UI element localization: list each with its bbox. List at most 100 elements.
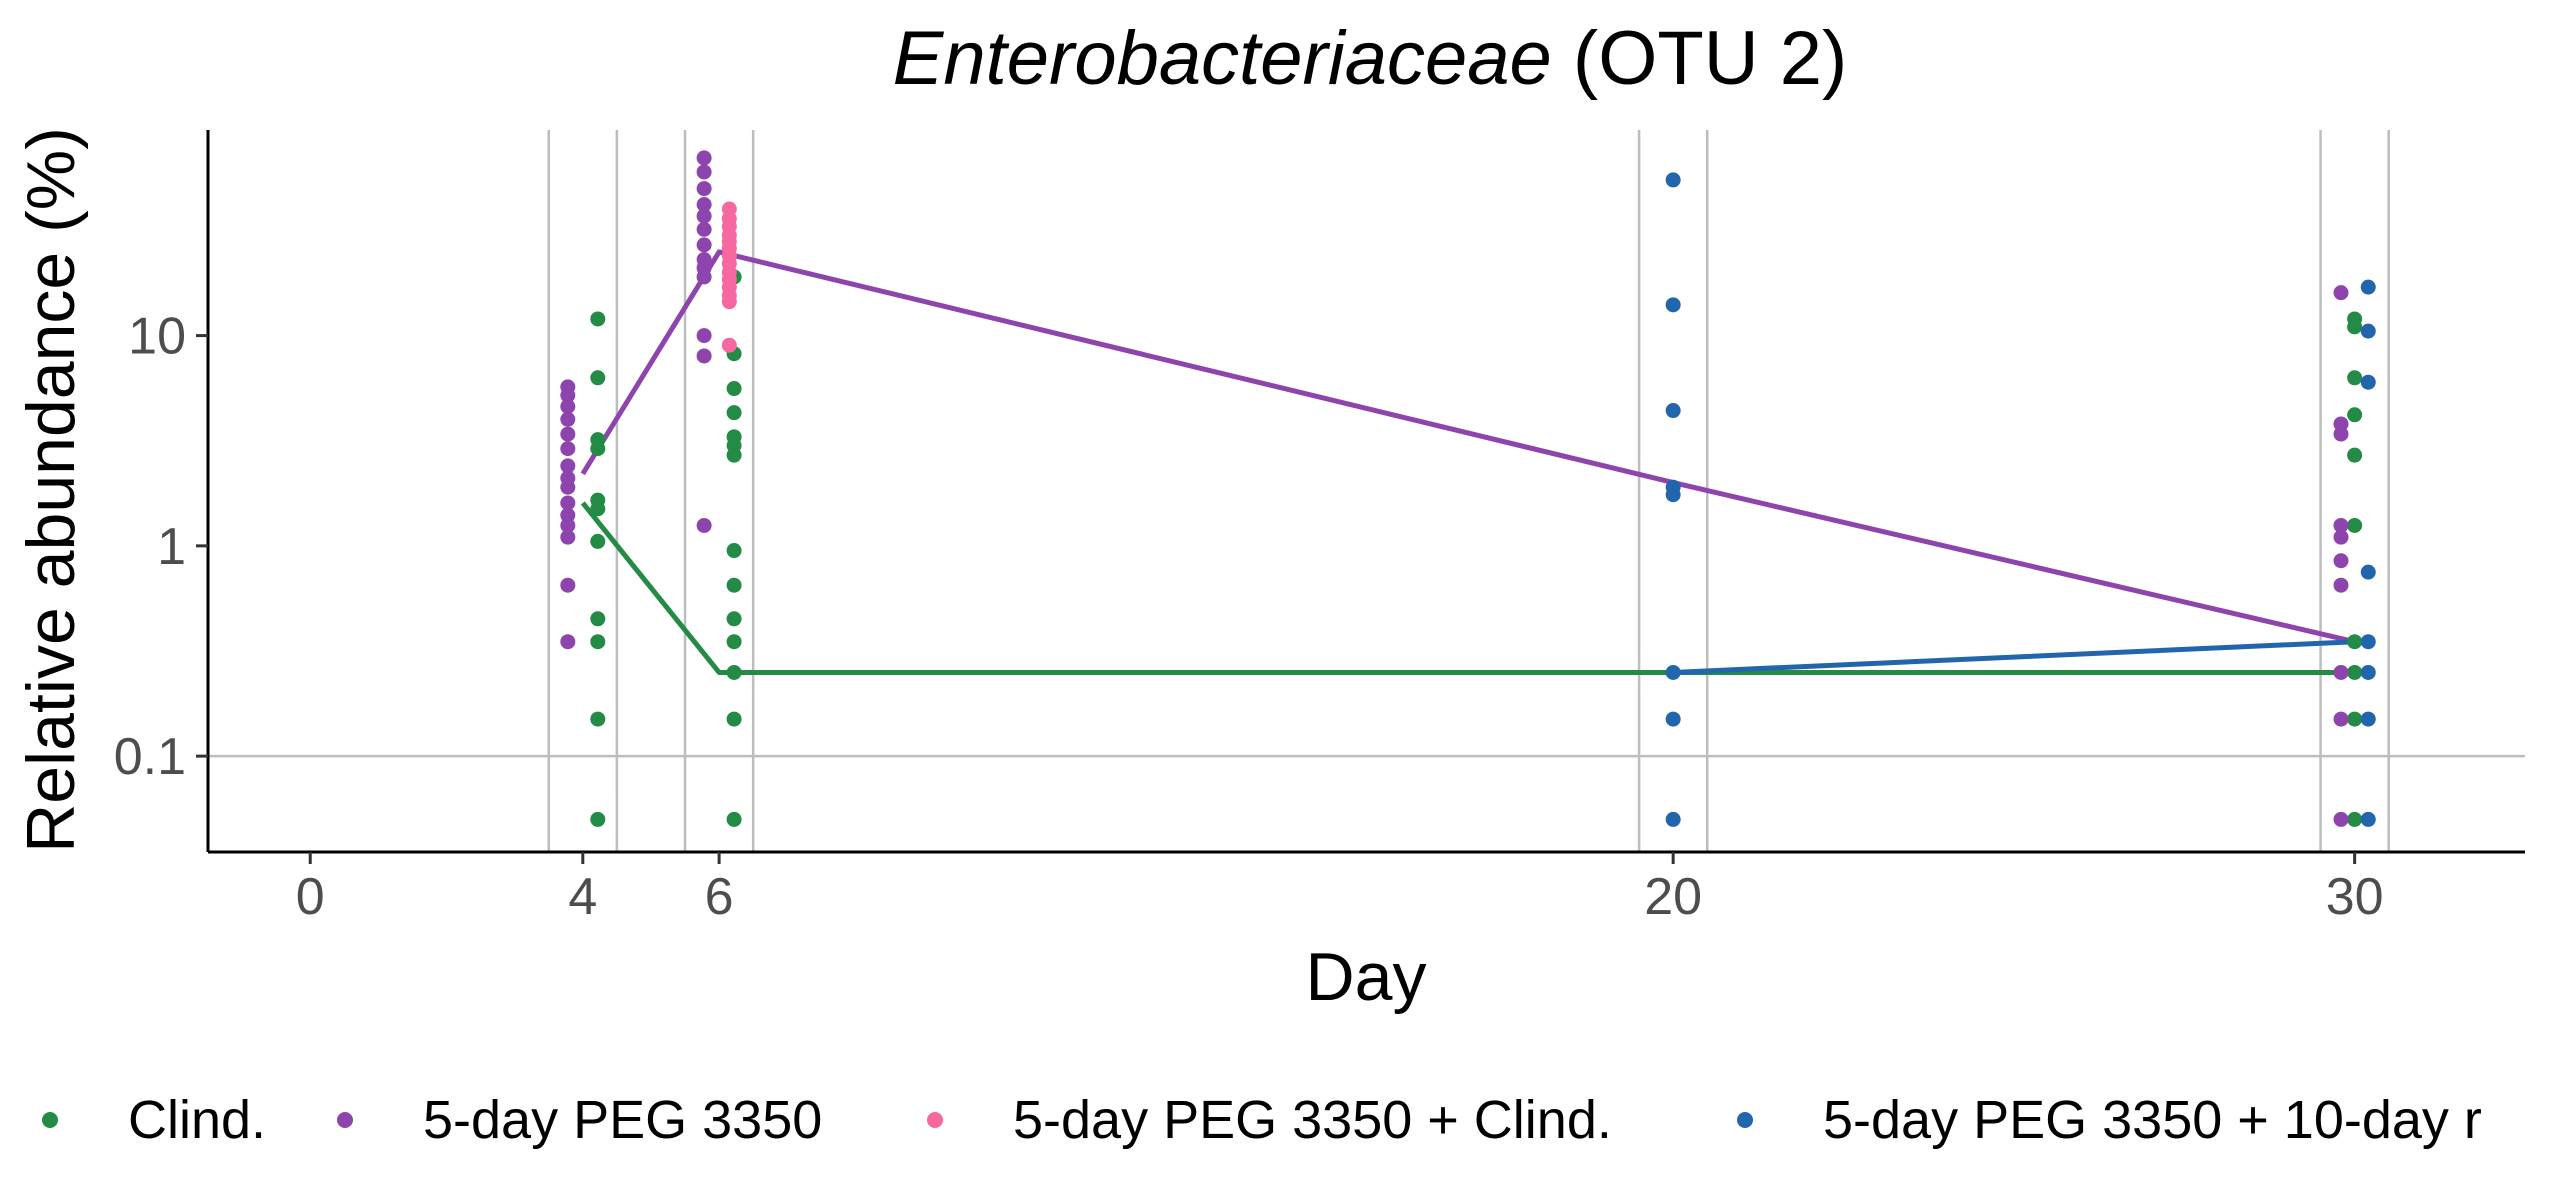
data-point-2 — [2333, 553, 2349, 569]
x-axis-ticks: 0 4 6 20 30 — [296, 852, 2384, 926]
data-point-1 — [2347, 370, 2363, 386]
data-point-1 — [2347, 447, 2363, 463]
data-point-2 — [560, 507, 576, 523]
data-point-1 — [2347, 634, 2363, 650]
data-point-2 — [560, 529, 576, 545]
legend-label-2: 5-day PEG 3350 — [423, 1090, 822, 1150]
data-points — [560, 150, 2376, 827]
y-tick-label: 0.1 — [114, 728, 186, 786]
data-point-1 — [590, 811, 606, 827]
data-point-2 — [696, 517, 712, 533]
x-tick-label: 20 — [1644, 868, 1702, 926]
data-point-1 — [726, 664, 742, 680]
data-point-2 — [560, 411, 576, 427]
data-point-2 — [2333, 529, 2349, 545]
data-point-4 — [1665, 711, 1681, 727]
x-tick-label: 6 — [705, 868, 734, 926]
trend-line-1 — [580, 501, 2355, 675]
chart-title-italic: Enterobacteriaceae — [893, 16, 1552, 101]
data-point-2 — [560, 458, 576, 474]
data-point-2 — [560, 577, 576, 593]
data-point-4 — [2360, 711, 2376, 727]
data-point-4 — [2360, 564, 2376, 580]
gridlines — [208, 130, 2525, 852]
data-point-4 — [1665, 664, 1681, 680]
data-point-1 — [590, 370, 606, 386]
data-point-2 — [696, 348, 712, 364]
data-point-2 — [560, 398, 576, 414]
data-point-4 — [2360, 664, 2376, 680]
data-point-1 — [590, 441, 606, 457]
x-axis-label: Day — [1306, 939, 1427, 1015]
data-point-2 — [560, 426, 576, 442]
data-point-2 — [560, 495, 576, 511]
data-point-2 — [2333, 664, 2349, 680]
data-point-2 — [560, 634, 576, 650]
data-point-2 — [2333, 811, 2349, 827]
y-axis-label: Relative abundance (%) — [13, 127, 89, 853]
data-point-4 — [2360, 374, 2376, 390]
data-point-1 — [590, 533, 606, 549]
data-point-1 — [2347, 407, 2363, 423]
trend-line-2 — [580, 249, 2356, 645]
x-tick-label: 0 — [296, 868, 325, 926]
data-point-4 — [2360, 811, 2376, 827]
data-point-2 — [2333, 426, 2349, 442]
x-tick-label: 30 — [2326, 868, 2384, 926]
data-point-2 — [696, 181, 712, 197]
data-point-1 — [590, 634, 606, 650]
chart-title-rest: (OTU 2) — [1552, 16, 1848, 101]
legend-marker-1 — [42, 1112, 58, 1128]
x-tick-label: 4 — [568, 868, 597, 926]
data-point-2 — [2333, 577, 2349, 593]
data-point-1 — [726, 711, 742, 727]
data-point-2 — [696, 208, 712, 224]
legend-marker-4 — [1737, 1112, 1753, 1128]
y-axis-ticks: 0.1 1 10 — [114, 308, 208, 786]
legend-label-4: 5-day PEG 3350 + 10-day r — [1823, 1090, 2482, 1150]
data-point-2 — [696, 237, 712, 253]
data-point-4 — [2360, 323, 2376, 339]
data-point-1 — [590, 611, 606, 627]
data-point-1 — [590, 311, 606, 327]
data-point-1 — [726, 577, 742, 593]
data-point-4 — [1665, 403, 1681, 419]
data-point-1 — [726, 447, 742, 463]
data-point-2 — [560, 441, 576, 457]
data-point-1 — [726, 634, 742, 650]
data-point-2 — [696, 197, 712, 213]
data-point-1 — [726, 811, 742, 827]
data-point-1 — [2347, 664, 2363, 680]
legend: Clind. 5-day PEG 3350 5-day PEG 3350 + Cli… — [42, 1090, 2482, 1150]
data-point-1 — [726, 611, 742, 627]
data-point-1 — [2347, 811, 2363, 827]
data-point-1 — [726, 381, 742, 397]
data-point-2 — [696, 150, 712, 166]
data-point-4 — [1665, 172, 1681, 188]
legend-marker-3 — [927, 1112, 943, 1128]
data-point-4 — [1665, 297, 1681, 313]
data-point-1 — [2347, 517, 2363, 533]
legend-label-3: 5-day PEG 3350 + Clind. — [1013, 1090, 1612, 1150]
data-point-2 — [696, 164, 712, 180]
data-point-2 — [560, 517, 576, 533]
data-point-2 — [2333, 285, 2349, 301]
data-point-4 — [2360, 279, 2376, 295]
data-point-1 — [726, 543, 742, 559]
data-point-2 — [696, 328, 712, 344]
y-tick-label: 1 — [157, 518, 186, 576]
data-point-1 — [590, 711, 606, 727]
data-point-2 — [696, 269, 712, 285]
trend-line-4 — [1673, 639, 2355, 675]
data-point-2 — [696, 221, 712, 237]
data-point-1 — [590, 501, 606, 517]
data-point-3 — [721, 337, 737, 353]
data-point-3 — [721, 294, 737, 310]
trend-lines — [580, 249, 2356, 675]
data-point-1 — [2347, 711, 2363, 727]
legend-marker-2 — [337, 1112, 353, 1128]
y-tick-label: 10 — [128, 308, 186, 366]
data-point-2 — [560, 479, 576, 495]
data-point-2 — [560, 387, 576, 403]
